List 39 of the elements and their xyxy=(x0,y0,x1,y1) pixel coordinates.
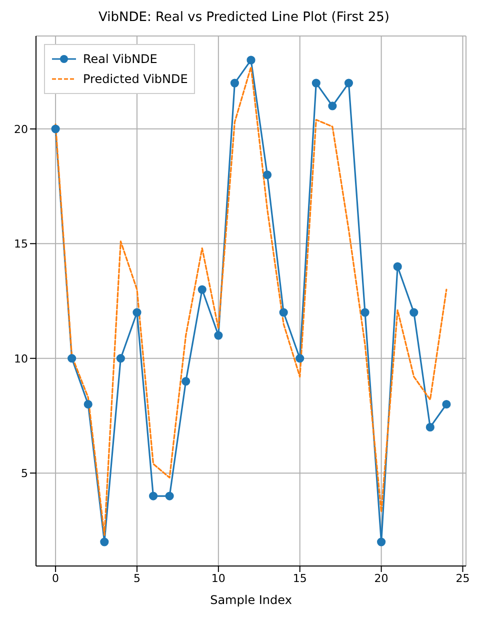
point xyxy=(262,170,272,180)
point xyxy=(148,492,158,500)
point xyxy=(68,354,76,363)
point xyxy=(230,78,240,88)
x-tick-label: 20 xyxy=(374,572,388,585)
y-tick-label: 10 xyxy=(14,352,28,366)
y-tick-label: 20 xyxy=(14,122,28,136)
point xyxy=(312,78,320,88)
x-tick-label: 0 xyxy=(52,572,60,585)
point xyxy=(132,308,142,317)
point xyxy=(328,102,337,110)
point xyxy=(214,331,223,340)
x-tick-label: 15 xyxy=(292,572,307,585)
x-axis-title: Sample Index xyxy=(210,593,292,607)
point xyxy=(246,56,256,64)
point xyxy=(344,78,354,88)
legend-label: Predicted VibNDE xyxy=(83,72,188,86)
legend-label: Real VibNDE xyxy=(83,52,158,66)
x-tick-label: 10 xyxy=(211,572,226,585)
point xyxy=(182,377,190,386)
x-tick-label: 25 xyxy=(456,572,470,585)
point xyxy=(360,308,370,317)
point xyxy=(100,538,109,546)
point xyxy=(393,262,402,271)
point xyxy=(410,308,418,317)
point xyxy=(165,492,174,500)
point xyxy=(198,285,206,294)
y-tick-label: 15 xyxy=(14,238,28,251)
point xyxy=(116,354,125,363)
chart-title: VibNDE: Real vs Predicted Line Plot (First 25) xyxy=(98,9,390,27)
x-tick-label: 5 xyxy=(133,572,140,585)
point xyxy=(426,422,434,432)
y-tick-label: 5 xyxy=(21,466,28,480)
point xyxy=(51,124,60,134)
point xyxy=(296,354,304,363)
point xyxy=(377,538,386,546)
point xyxy=(279,308,288,317)
point xyxy=(442,400,451,409)
point xyxy=(84,400,92,409)
